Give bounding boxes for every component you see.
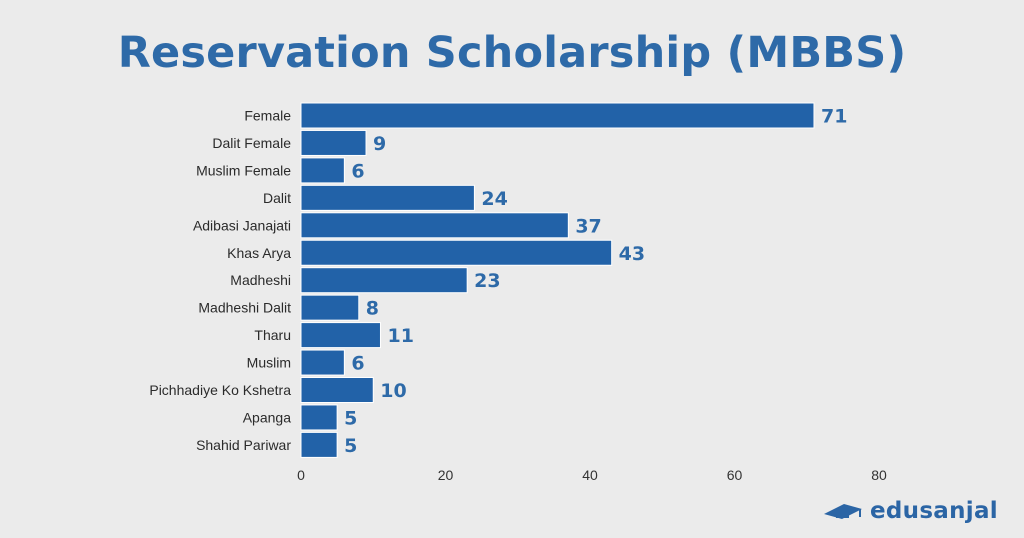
value-label: 5 (344, 435, 357, 457)
x-tick-label: 0 (297, 467, 305, 483)
edusanjal-logo: edusanjal (822, 498, 998, 524)
category-label: Dalit Female (212, 135, 291, 151)
x-axis-ticks: 0 20 40 60 80 (297, 467, 887, 483)
bar (300, 267, 468, 294)
value-label: 11 (387, 325, 413, 347)
bar (300, 184, 475, 211)
category-label: Apanga (243, 409, 291, 425)
category-label: Muslim Female (196, 162, 291, 178)
category-label: Pichhadiye Ko Kshetra (149, 382, 291, 398)
bar (300, 431, 338, 458)
bar (300, 322, 381, 349)
graduation-cap-icon (823, 504, 862, 519)
x-tick-label: 40 (582, 467, 598, 483)
category-label: Madheshi (230, 272, 291, 288)
value-label: 10 (380, 380, 406, 402)
bar (300, 294, 360, 321)
category-label: Muslim (247, 355, 291, 371)
value-label: 23 (474, 270, 500, 292)
bar (300, 212, 569, 239)
category-label: Madheshi Dalit (198, 300, 291, 316)
value-label: 71 (821, 106, 847, 128)
value-label: 8 (366, 298, 379, 320)
category-label: Shahid Pariwar (196, 437, 291, 453)
category-label: Dalit (263, 190, 291, 206)
bar (300, 349, 345, 376)
bars (300, 102, 815, 458)
value-label: 37 (575, 215, 601, 237)
bar (300, 129, 367, 156)
value-label: 43 (619, 243, 645, 265)
chart-title: Reservation Scholarship (MBBS) (117, 28, 907, 78)
category-label: Tharu (254, 327, 291, 343)
category-labels: Female Dalit Female Muslim Female Dalit Adib… (149, 108, 291, 453)
category-label: Khas Arya (227, 245, 291, 261)
x-tick-label: 20 (438, 467, 454, 483)
value-label: 5 (344, 407, 357, 429)
bar (300, 157, 345, 184)
x-tick-label: 80 (871, 467, 887, 483)
bar (300, 239, 613, 266)
bar (300, 404, 338, 431)
brand-name: edusanjal (869, 498, 998, 524)
value-label: 9 (373, 133, 386, 155)
category-label: Female (244, 108, 291, 124)
bar (300, 102, 815, 129)
value-label: 6 (351, 160, 364, 182)
value-label: 6 (351, 353, 364, 375)
bar (300, 377, 374, 403)
x-tick-label: 60 (727, 467, 743, 483)
value-label: 24 (481, 188, 507, 210)
category-label: Adibasi Janajati (193, 217, 291, 233)
